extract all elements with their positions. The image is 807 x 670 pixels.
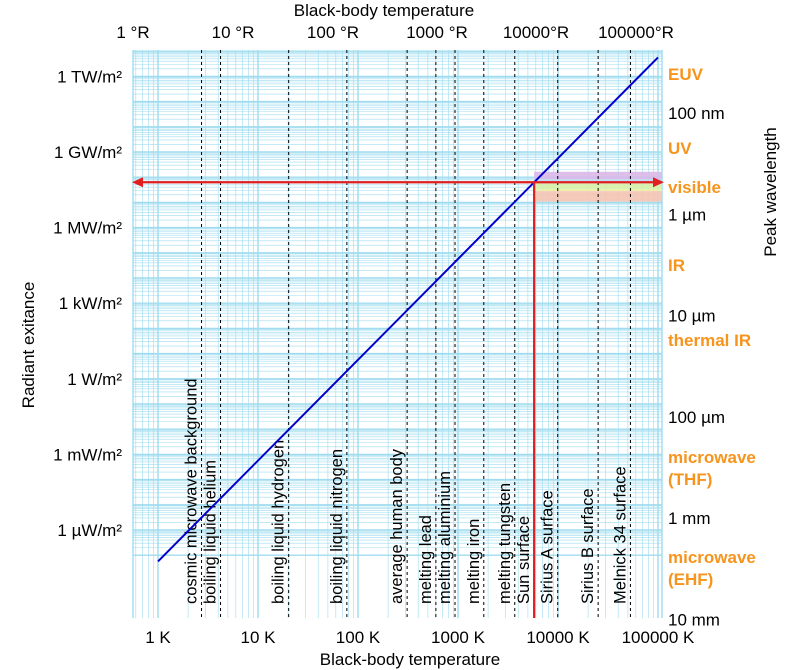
reference-label: Sirius B surface (579, 488, 597, 604)
band-label: thermal IR (668, 331, 751, 350)
reference-label: average human body (388, 448, 406, 604)
reference-label: boiling liquid nitrogen (328, 449, 346, 604)
band-label: visible (668, 178, 721, 197)
left-tick-label: 1 GW/m² (54, 143, 122, 162)
left-tick-label: 1 µW/m² (57, 521, 122, 540)
top-tick-label: 100 °R (307, 23, 359, 42)
bottom-tick-label: 100000 K (622, 628, 695, 647)
sun-arrow-left (132, 177, 143, 188)
left-tick-label: 1 kW/m² (59, 294, 123, 313)
top-tick-label: 1000 °R (406, 23, 468, 42)
curve-layer (157, 56, 659, 563)
right-tick-label: 1 mm (668, 509, 711, 528)
band-label: microwave (EHF) (668, 548, 756, 589)
right-tick-label: 10 mm (668, 611, 720, 630)
top-tick-label: 10 °R (212, 23, 255, 42)
reference-lines (201, 50, 631, 618)
visible-color-stripe (534, 171, 662, 180)
right-axis-ticks: 100 nm 1 µm 10 µm 100 µm 1 mm 10 mm (668, 104, 725, 630)
right-axis-title: Peak wavelength (761, 127, 780, 256)
reference-label: melting lead (417, 515, 435, 604)
left-tick-label: 1 TW/m² (57, 67, 122, 86)
radiant-exitance-line (157, 56, 659, 563)
right-tick-label: 10 µm (668, 307, 716, 326)
left-tick-label: 1 MW/m² (53, 219, 122, 238)
reference-label: cosmic microwave background (183, 378, 201, 604)
sun-arrow-right (653, 177, 664, 188)
bottom-tick-label: 1 K (145, 628, 171, 647)
band-label: IR (668, 256, 685, 275)
spectral-band-labels: EUV UV visible IR thermal IR microwave (THF) mi… (668, 65, 756, 589)
left-tick-label: 1 mW/m² (53, 445, 122, 464)
band-label: EUV (668, 65, 704, 84)
reference-label: Sirius A surface (539, 490, 557, 604)
band-label: microwave (THF) (668, 448, 756, 489)
top-axis-title: Black-body temperature (294, 1, 474, 20)
reference-label: melting tungsten (496, 483, 514, 604)
reference-label: Sun surface (515, 516, 533, 604)
left-tick-label: 1 W/m² (67, 370, 122, 389)
reference-label: melting iron (465, 519, 483, 604)
reference-label: Melnick 34 surface (611, 466, 629, 604)
right-tick-label: 1 µm (668, 205, 706, 224)
reference-label: boiling liquid helium (202, 460, 220, 604)
bottom-axis-ticks: 1 K 10 K 100 K 1000 K 10000 K 100000 K (145, 628, 695, 647)
top-tick-label: 100000°R (598, 23, 674, 42)
reference-labels: cosmic microwave background boiling liqui… (183, 378, 630, 604)
left-axis-ticks: 1 TW/m² 1 GW/m² 1 MW/m² 1 kW/m² 1 W/m² 1 mW/m… (53, 67, 122, 540)
bottom-tick-label: 1000 K (431, 628, 486, 647)
top-tick-label: 10000°R (503, 23, 569, 42)
highlight-layer (132, 177, 664, 618)
visible-color-stripe (534, 183, 662, 190)
band-label: UV (668, 139, 692, 158)
top-tick-label: 1 °R (116, 23, 149, 42)
reference-label: boiling liquid hydrogen (270, 440, 288, 604)
top-axis-ticks: 1 °R 10 °R 100 °R 1000 °R 10000°R 100000°R (116, 23, 674, 42)
bottom-tick-label: 10000 K (526, 628, 590, 647)
left-axis-title: Radiant exitance (19, 282, 38, 409)
right-tick-label: 100 µm (668, 408, 725, 427)
reference-label: melting aluminium (436, 471, 454, 604)
grid (132, 50, 663, 618)
bottom-axis-title: Black-body temperature (320, 650, 500, 669)
right-tick-label: 100 nm (668, 104, 725, 123)
bottom-tick-label: 100 K (336, 628, 381, 647)
bottom-tick-label: 10 K (241, 628, 277, 647)
